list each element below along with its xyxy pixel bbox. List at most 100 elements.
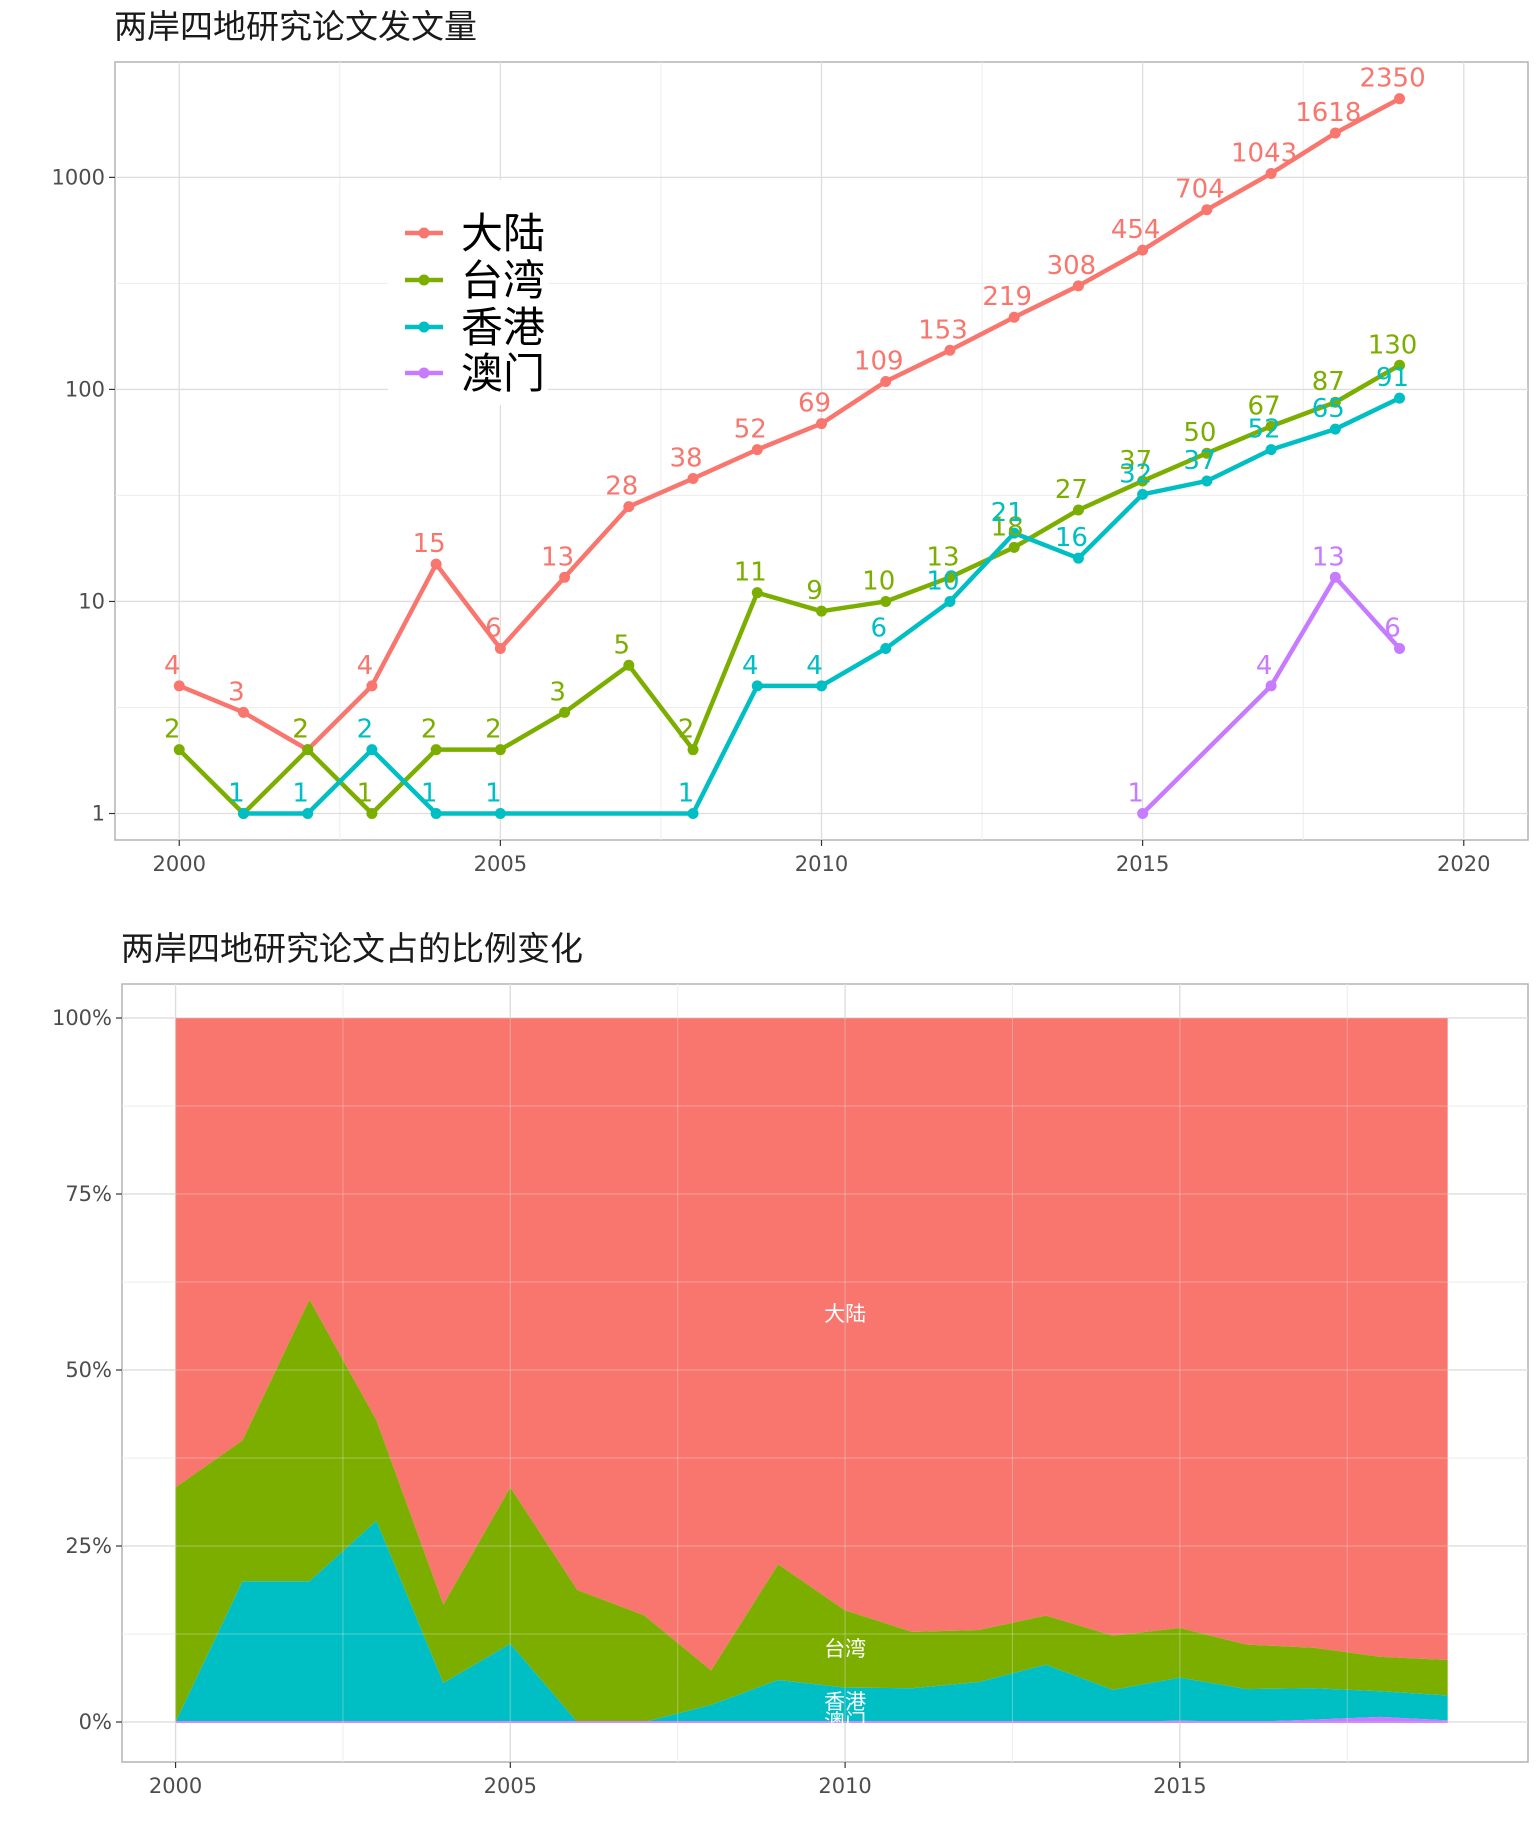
data-point (1201, 447, 1213, 459)
data-point (430, 808, 442, 820)
series-line (1141, 575, 1402, 816)
data-point (816, 418, 827, 430)
data-label: 28 (605, 472, 638, 502)
data-label: 38 (669, 444, 702, 474)
legend-background (388, 180, 548, 405)
data-point (366, 680, 378, 692)
y-tick-label: 75% (65, 1182, 112, 1206)
data-point (1137, 808, 1149, 820)
data-label: 1 (292, 779, 309, 809)
legend-key-point (418, 227, 430, 239)
legend-label: 台湾 (461, 256, 545, 305)
legend-key-point (418, 321, 430, 333)
data-point (944, 571, 956, 583)
legend-label: 澳门 (461, 349, 545, 398)
data-point (494, 744, 506, 756)
data-point (302, 808, 314, 820)
bottom-y-axis-ticks: 0% 25% 50% 75% 100% (52, 1006, 122, 1734)
legend-item-macao: 澳门 (405, 349, 545, 398)
data-label: 109 (854, 346, 904, 376)
data-point (751, 444, 763, 456)
data-label: 1 (357, 779, 374, 809)
legend-key-point (418, 367, 430, 379)
data-label: 69 (798, 389, 831, 419)
data-label: 18 (991, 512, 1024, 542)
data-point (623, 659, 635, 671)
data-point (173, 744, 185, 756)
data-point (1008, 541, 1020, 553)
series-line (177, 363, 1401, 816)
data-point (494, 643, 506, 655)
bottom-x-axis-ticks: 2000 2005 2010 2015 (149, 1762, 1207, 1798)
data-label: 4 (806, 651, 823, 681)
data-label: 37 (1119, 446, 1152, 476)
data-point (1394, 643, 1406, 655)
data-point (1137, 488, 1149, 500)
data-label: 704 (1175, 175, 1225, 205)
data-label: 3 (549, 677, 566, 707)
data-point (1329, 127, 1341, 139)
x-tick-label: 2005 (484, 1774, 537, 1798)
data-label: 91 (1376, 363, 1409, 393)
data-label: 1 (228, 779, 245, 809)
data-point (751, 680, 763, 692)
data-label: 2 (164, 715, 181, 745)
data-point (1265, 680, 1277, 692)
data-point (1072, 552, 1084, 564)
data-point (1394, 93, 1406, 105)
data-label: 4 (1256, 651, 1273, 681)
data-label: 1 (228, 779, 245, 809)
area-mainland (175, 1018, 1448, 1671)
data-label: 2 (292, 715, 309, 745)
data-point (1265, 444, 1277, 456)
data-point (1072, 280, 1084, 292)
data-label: 4 (357, 651, 374, 681)
data-point (559, 706, 571, 718)
top-data-labels: 4324156132838526910915321930845470410431… (164, 64, 1426, 809)
data-label: 308 (1047, 251, 1097, 281)
y-tick-label: 50% (65, 1358, 112, 1382)
bottom-chart-title: 两岸四地研究论文占的比例变化 (121, 929, 583, 968)
data-label: 1 (678, 779, 695, 809)
data-label: 15 (413, 529, 446, 559)
data-point (1329, 396, 1341, 408)
data-label: 1 (421, 779, 438, 809)
bottom-gridlines-overlay (122, 984, 1528, 1762)
legend-label: 香港 (461, 303, 545, 352)
y-tick-label: 1 (92, 802, 105, 826)
data-point (880, 375, 892, 387)
legend-item-taiwan: 台湾 (405, 256, 545, 305)
data-point (494, 808, 506, 820)
data-label: 5 (614, 630, 631, 660)
x-tick-label: 2015 (1116, 852, 1169, 876)
data-point (430, 744, 442, 756)
data-label: 67 (1248, 391, 1281, 421)
data-label: 27 (1055, 475, 1088, 505)
data-point (559, 571, 571, 583)
x-tick-label: 2000 (153, 852, 206, 876)
share-area-chart: 两岸四地研究论文占的比例变化 0%25%50%75%100% 2000 2005 2… (52, 929, 1529, 1798)
data-label: 4 (742, 651, 759, 681)
data-point (687, 744, 699, 756)
data-label: 1043 (1231, 138, 1297, 168)
series-taiwan (173, 359, 1406, 820)
data-point (944, 344, 956, 356)
area-label-mainland: 大陆 (824, 1302, 866, 1326)
data-point (302, 744, 314, 756)
data-label: 32 (1119, 459, 1152, 489)
data-point (880, 595, 892, 607)
data-label: 1 (485, 779, 502, 809)
data-point (1008, 311, 1020, 323)
data-label: 130 (1368, 330, 1418, 360)
data-point (1137, 244, 1149, 256)
data-label: 3 (228, 677, 245, 707)
data-point (944, 595, 956, 607)
data-point (1329, 571, 1341, 583)
legend-label: 大陆 (461, 209, 545, 258)
data-label: 1618 (1295, 98, 1361, 128)
data-label: 16 (1055, 523, 1088, 553)
data-point (1265, 167, 1277, 179)
y-tick-label: 1000 (52, 165, 105, 189)
data-label: 2 (678, 715, 695, 745)
